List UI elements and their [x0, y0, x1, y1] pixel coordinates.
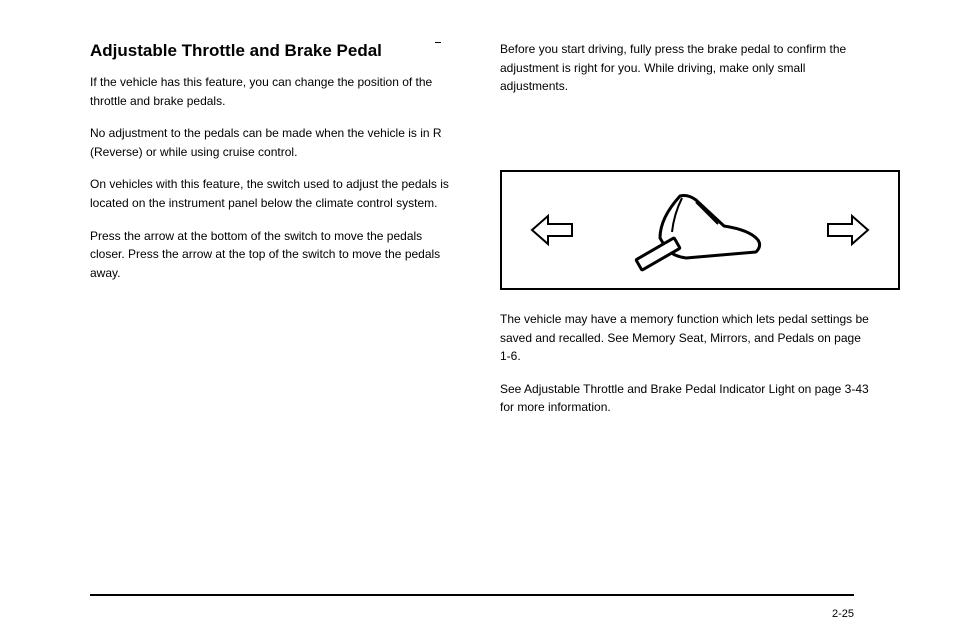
section-heading: Adjustable Throttle and Brake Pedal: [90, 40, 450, 63]
page-number: 2-25: [832, 606, 854, 623]
manual-page: Adjustable Throttle and Brake Pedal If t…: [0, 0, 954, 636]
left-column: Adjustable Throttle and Brake Pedal If t…: [90, 40, 450, 296]
paragraph: No adjustment to the pedals can be made …: [90, 124, 450, 161]
footer-rule: [90, 594, 854, 596]
arrow-left-icon: [530, 212, 576, 248]
right-column-bottom: The vehicle may have a memory function w…: [500, 310, 870, 431]
paragraph: See Adjustable Throttle and Brake Pedal …: [500, 380, 870, 417]
pedal-adjustment-figure: [500, 170, 900, 290]
shoe-pedal-icon: [630, 188, 770, 272]
paragraph: Before you start driving, fully press th…: [500, 40, 870, 96]
paragraph: Press the arrow at the bottom of the swi…: [90, 227, 450, 283]
right-column-top: Before you start driving, fully press th…: [500, 40, 870, 110]
arrow-right-icon: [824, 212, 870, 248]
paragraph: On vehicles with this feature, the switc…: [90, 175, 450, 212]
paragraph: If the vehicle has this feature, you can…: [90, 73, 450, 110]
paragraph: The vehicle may have a memory function w…: [500, 310, 870, 366]
